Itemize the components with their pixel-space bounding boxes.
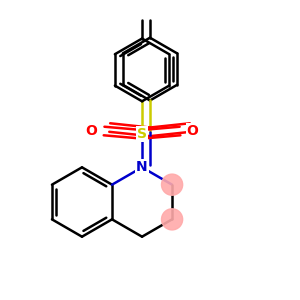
Text: N: N [136, 160, 148, 174]
Text: O: O [85, 124, 98, 138]
Text: O: O [187, 124, 199, 138]
Circle shape [161, 174, 183, 195]
Text: S: S [137, 127, 147, 141]
Circle shape [161, 209, 183, 230]
